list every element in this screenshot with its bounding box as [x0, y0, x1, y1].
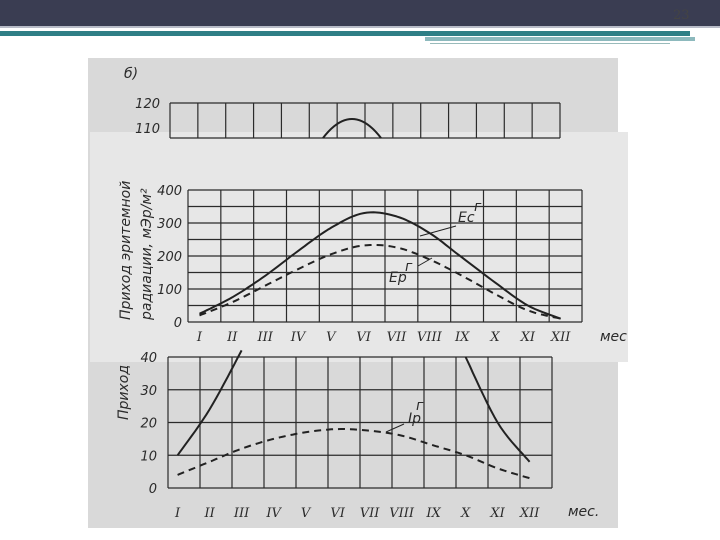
x-tick-label: VII [387, 330, 408, 345]
x-tick-label: V [326, 330, 337, 345]
y-tick-label: 100 [157, 283, 182, 298]
header-accent-lines [0, 31, 720, 51]
series-name-sup: г [405, 259, 413, 275]
y-tick-label: 20 [140, 417, 157, 432]
y-tick-label: 300 [157, 217, 182, 232]
series-leader [419, 225, 457, 237]
x-unit-label: мес [600, 329, 627, 345]
y-tick-label: 400 [157, 184, 182, 199]
x-tick-label: I [196, 330, 203, 345]
x-tick-label: XII [550, 330, 571, 345]
y-tick-label: 110 [135, 122, 160, 137]
series-name: Eр [389, 270, 407, 286]
x-tick-label: IX [454, 330, 470, 345]
x-tick-label: VI [330, 506, 345, 521]
x-tick-label: III [256, 330, 273, 345]
panel-label: б) [124, 66, 138, 82]
x-tick-label: X [489, 330, 500, 345]
series-name: Iр [408, 411, 421, 427]
middle-panel-grid [187, 189, 583, 323]
y-tick-label: 0 [174, 316, 182, 331]
bottom-panel-grid [167, 356, 553, 489]
x-tick-label: X [460, 506, 471, 521]
x-tick-label: XI [489, 506, 505, 521]
slide-header-bar [0, 0, 720, 26]
y-tick-label: 40 [140, 351, 157, 366]
x-tick-label: VIII [389, 506, 415, 521]
top-panel-grid [169, 102, 561, 139]
x-tick-label: VII [360, 506, 381, 521]
x-tick-label: II [203, 506, 215, 521]
x-tick-label: XII [519, 506, 540, 521]
series-leader [417, 257, 433, 267]
x-unit-label: мес. [568, 504, 599, 520]
x-tick-label: XI [520, 330, 536, 345]
y-tick-label: 120 [135, 97, 160, 112]
series-name-sup: г [474, 199, 482, 215]
series-name-sup: г [416, 398, 424, 414]
series-line-2 [177, 428, 530, 480]
x-tick-label: II [226, 330, 238, 345]
y-tick-label: 0 [149, 482, 157, 497]
x-tick-label: V [301, 506, 312, 521]
y-tick-label: 30 [140, 384, 157, 399]
series-line-top [322, 118, 382, 139]
series-line-2 [199, 243, 561, 320]
y-tick-label: 10 [140, 449, 157, 464]
x-tick-label: VIII [417, 330, 443, 345]
x-tick-label: IV [265, 506, 282, 521]
series-line-1 [199, 211, 562, 320]
header-divider [0, 26, 720, 28]
y-axis-label: Приход [116, 365, 132, 420]
x-tick-label: I [174, 506, 181, 521]
y-axis-label-line2: радиации, мЭр/м² [139, 188, 155, 321]
y-axis-label-line1: Приход эритемной [118, 181, 134, 320]
x-tick-label: IV [290, 330, 307, 345]
x-tick-label: VI [356, 330, 371, 345]
x-tick-label: III [233, 506, 250, 521]
series-leader [385, 423, 405, 433]
series-line-1 [176, 349, 531, 463]
slide-number: 23 [673, 8, 690, 23]
series-name: Eс [458, 210, 475, 226]
x-tick-label: IX [425, 506, 441, 521]
y-tick-label: 200 [157, 250, 182, 265]
